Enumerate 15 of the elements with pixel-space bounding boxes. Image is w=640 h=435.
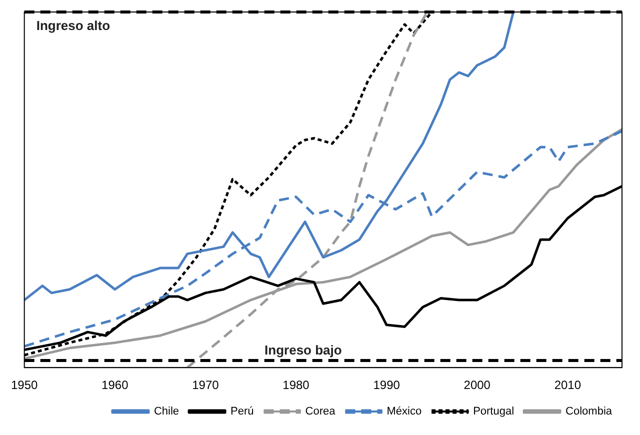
x-tick-label: 1990 (373, 378, 400, 392)
legend-label: Portugal (473, 406, 514, 418)
legend-label: Perú (230, 406, 254, 418)
ref-line-label: Ingreso bajo (264, 342, 342, 358)
ref-line-label: Ingreso alto (36, 18, 110, 34)
legend-label: Colombia (566, 406, 613, 418)
x-tick-label: 1960 (102, 378, 129, 392)
x-tick-label: 1950 (10, 378, 38, 392)
x-tick-label: 2010 (554, 378, 582, 392)
x-tick-label: 1970 (192, 378, 220, 392)
x-tick-label: 1980 (282, 378, 310, 392)
legend-label: México (386, 406, 422, 418)
legend-label: Chile (154, 406, 180, 418)
x-tick-label: 2000 (464, 378, 491, 392)
legend-label: Corea (305, 406, 336, 418)
